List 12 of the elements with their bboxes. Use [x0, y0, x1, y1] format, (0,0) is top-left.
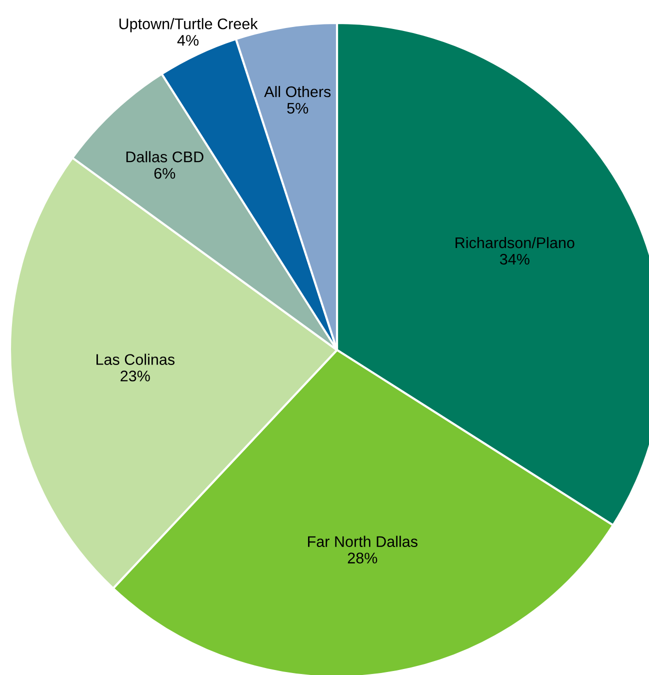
slice-label: Las Colinas	[96, 354, 175, 365]
data-label: 6%	[154, 168, 176, 179]
slice-label: All Others	[264, 86, 331, 98]
data-label: 4%	[177, 34, 199, 46]
slice-label: Far North Dallas	[308, 536, 418, 548]
slice-label: Uptown/Turtle Creek	[119, 18, 258, 32]
slice-label: Richardson/Plano	[456, 236, 574, 248]
data-label: 34%	[500, 254, 530, 265]
slice-label: Dallas CBD	[126, 151, 204, 162]
data-label: 5%	[287, 102, 308, 114]
data-label: 28%	[348, 552, 378, 564]
data-label: 23%	[120, 370, 150, 382]
